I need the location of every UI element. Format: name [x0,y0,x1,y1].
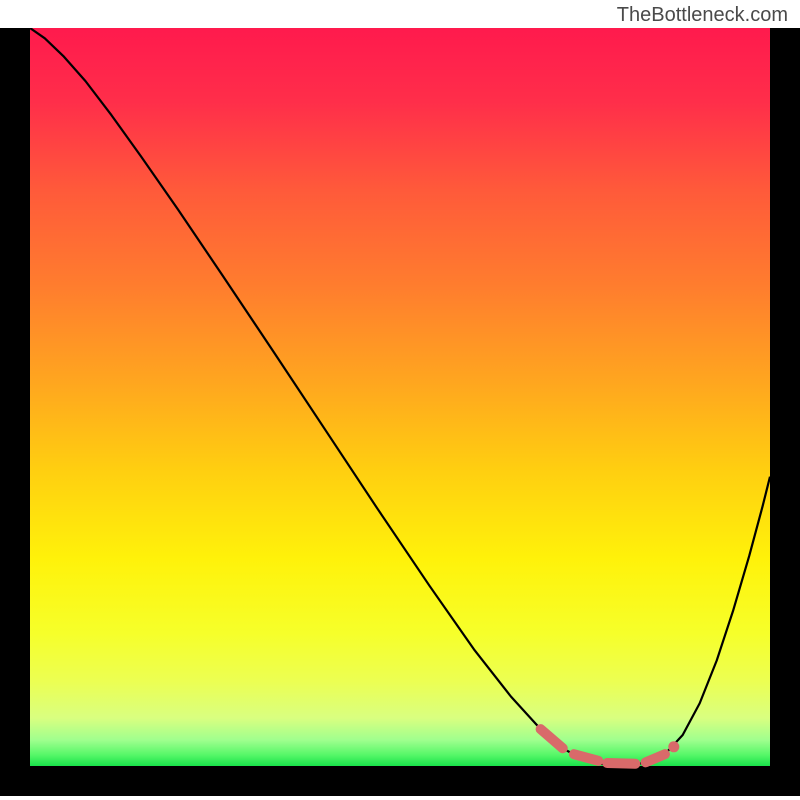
bottleneck-curve-chart [0,28,800,800]
attribution-text: TheBottleneck.com [617,4,788,27]
